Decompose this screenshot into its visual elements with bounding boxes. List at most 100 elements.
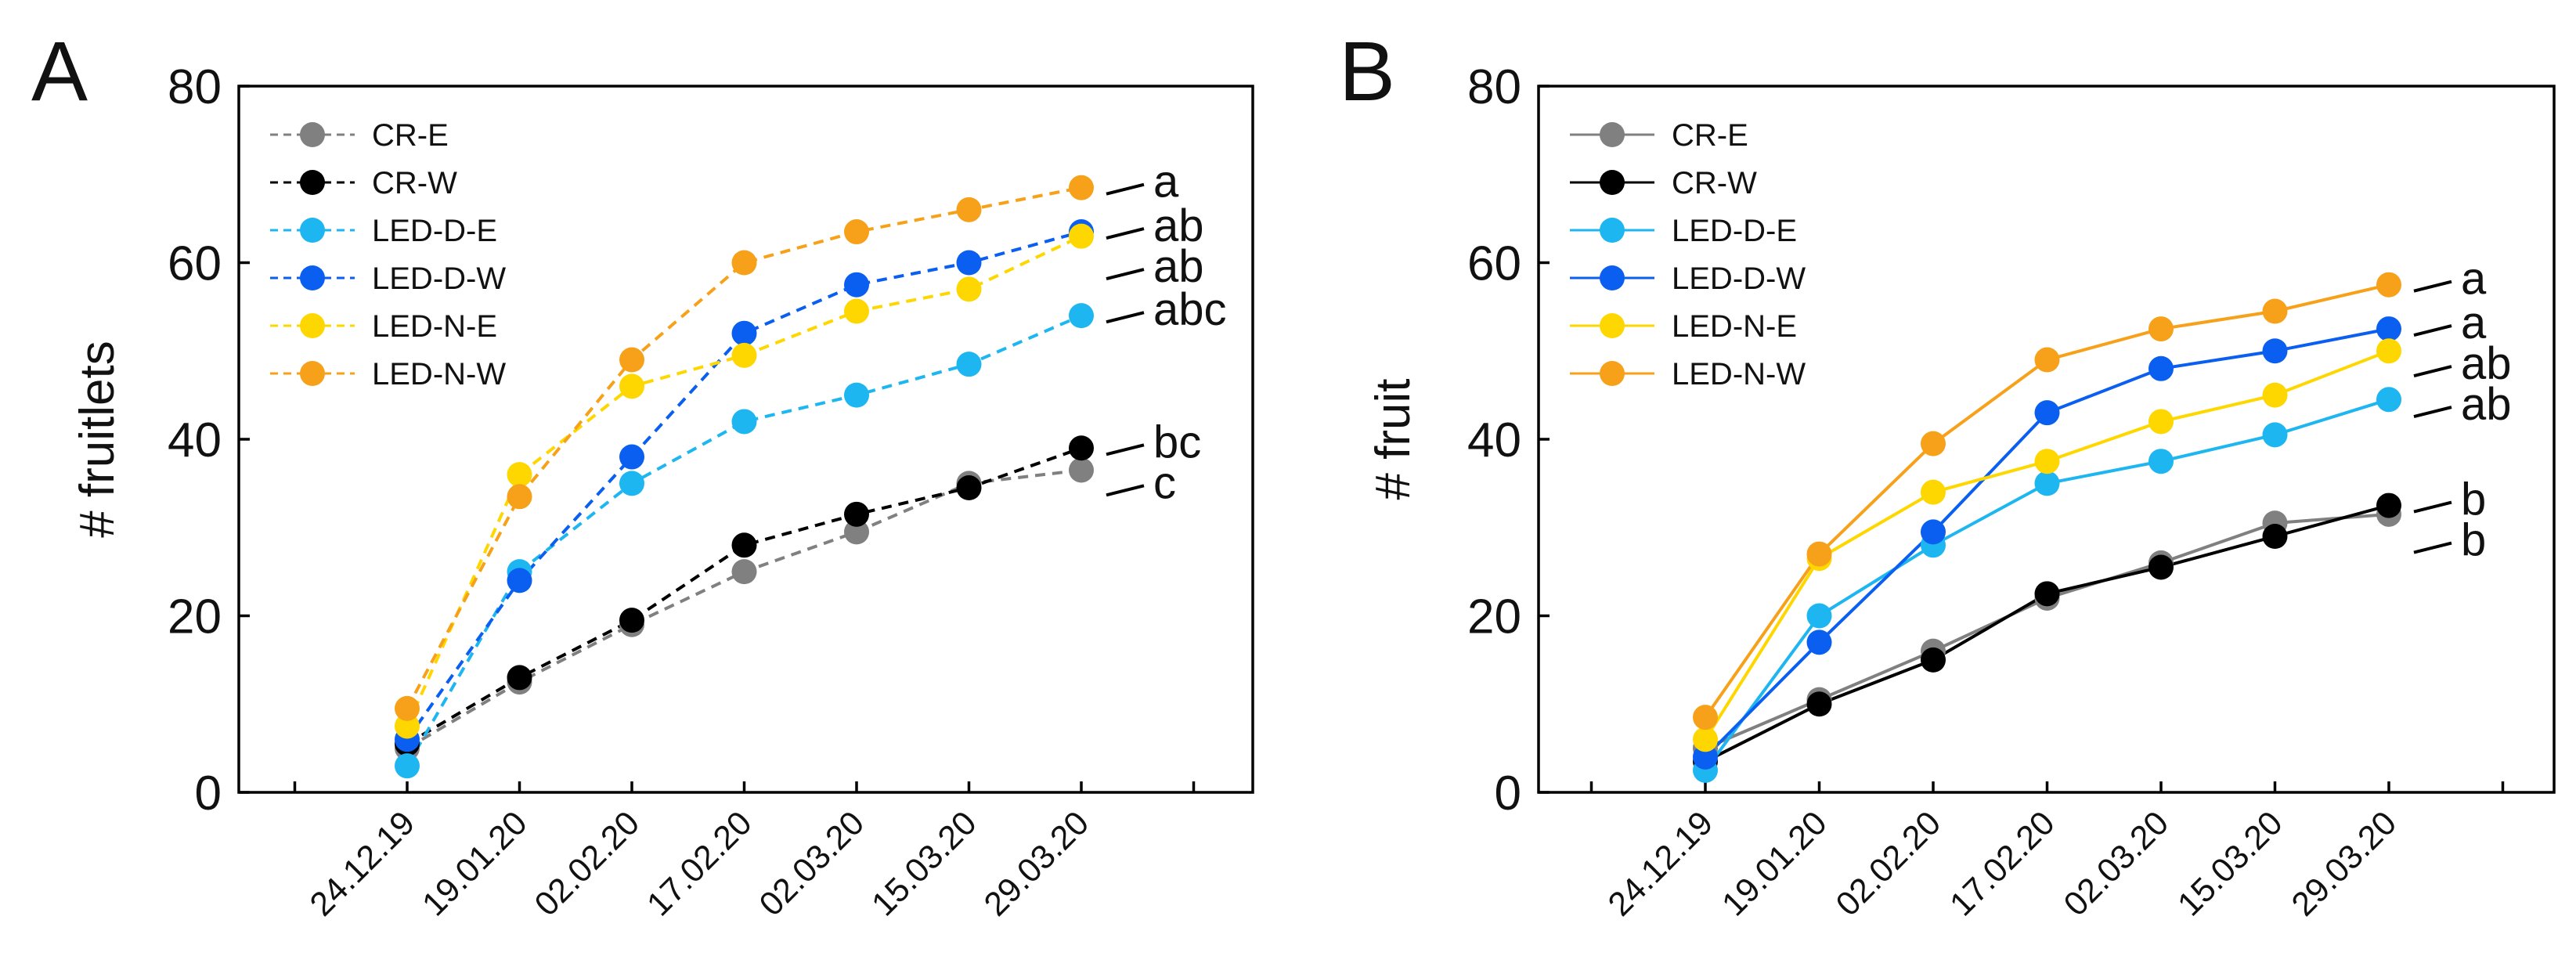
panel-b-legend-marker-led-d-e	[1600, 218, 1625, 243]
panel-a-annotation: c	[1153, 457, 1176, 508]
panel-a-point-led-n-e	[956, 276, 982, 302]
panel-a-point-led-d-e	[395, 753, 420, 779]
panel-b-annotation-leader	[2413, 406, 2452, 419]
panel-a-annotation-leader	[1106, 484, 1145, 497]
panel-a-ytick-label: 40	[168, 413, 222, 467]
panel-a-point-led-n-w	[956, 197, 982, 222]
panel-b-legend-label: CR-E	[1672, 118, 1748, 153]
panel-b-annotation: b	[2461, 474, 2486, 525]
panel-a-annotation-leader	[1106, 311, 1145, 324]
panel-b-point-cr-w	[2034, 581, 2060, 607]
panel-b: B # fruit 0 20 40 60 80 24.12.1919.01.2002.02.2…	[1339, 23, 2556, 923]
panel-a-ytick-label: 60	[168, 237, 222, 291]
panel-b-annotation-leader	[2413, 324, 2452, 337]
panel-b-point-led-n-e	[1693, 727, 1718, 752]
panel-b-point-led-n-e	[2262, 382, 2288, 408]
panel-a-point-led-d-w	[956, 250, 982, 276]
panel-b-point-led-d-w	[2262, 338, 2288, 364]
panel-a-legend-marker-led-d-e	[300, 218, 325, 243]
panel-a-point-led-n-e	[395, 713, 420, 739]
panel-b-point-cr-w	[2376, 492, 2401, 518]
panel-b-xtick-label: 02.03.20	[2057, 804, 2176, 923]
panel-b-point-cr-w	[2148, 554, 2174, 580]
panel-a-xtick-label: 02.03.20	[752, 804, 871, 923]
panel-a-annotation-leader	[1106, 443, 1145, 456]
panel-a-legend-marker-led-d-w	[300, 265, 325, 290]
panel-b-point-cr-w	[1921, 647, 1946, 673]
panel-a-legend-label: CR-W	[372, 166, 457, 200]
panel-a-point-led-d-e	[844, 382, 869, 408]
panel-a-point-led-n-e	[619, 373, 644, 399]
panel-a-point-cr-w	[507, 665, 532, 691]
panel-a-annotation: a	[1153, 157, 1179, 207]
panel-b-annotation: ab	[2461, 338, 2512, 389]
panel-a-point-led-n-w	[395, 695, 420, 721]
panel-a-point-led-d-e	[731, 409, 757, 435]
panel-b-point-led-d-w	[1921, 519, 1946, 545]
panel-b-point-led-d-w	[1693, 744, 1718, 770]
panel-a-ytick-label: 80	[168, 60, 222, 114]
panel-a-legend-label: LED-N-E	[372, 309, 497, 344]
panel-a-ylabel: # fruitlets	[70, 341, 124, 538]
panel-b-point-led-d-e	[2376, 387, 2401, 413]
panel-a-legend-label: LED-D-W	[372, 262, 506, 296]
panel-b-point-led-n-e	[2034, 449, 2060, 474]
panel-b-annotation: a	[2461, 254, 2487, 305]
panel-a-point-led-d-w	[619, 444, 644, 470]
panel-a-annotation-leader	[1106, 182, 1145, 196]
panel-a-ytick-label: 0	[195, 767, 222, 821]
panel-b-xtick-label: 19.01.20	[1715, 804, 1834, 923]
panel-a-point-led-n-w	[1069, 175, 1094, 200]
panel-a-legend-label: CR-E	[372, 118, 449, 153]
panel-a-point-led-n-w	[844, 219, 869, 245]
panel-b-point-led-n-e	[2148, 409, 2174, 435]
panel-a-legend-marker-cr-w	[300, 170, 325, 195]
panel-b-point-led-d-e	[1806, 603, 1832, 629]
panel-b-point-led-n-w	[1806, 541, 1832, 567]
panel-a-annotation: ab	[1153, 200, 1204, 251]
panel-a-legend-marker-cr-e	[300, 122, 325, 147]
panel-a-xtick-label: 17.02.20	[640, 804, 759, 923]
panel-a-annotation-leader	[1106, 227, 1145, 240]
panel-b-annotation: b	[2461, 515, 2486, 566]
panel-b-point-cr-w	[1806, 691, 1832, 717]
panel-a-point-cr-w	[844, 501, 869, 527]
panel-b-xtick-label: 02.02.20	[1829, 804, 1948, 923]
panel-b-ytick-label: 60	[1467, 237, 1521, 291]
panel-a-legend-marker-led-n-e	[300, 313, 325, 338]
panel-b-legend-marker-led-n-w	[1600, 361, 1625, 386]
panel-a-point-cr-w	[731, 532, 757, 558]
panel-a-series-line-cr-e	[406, 468, 1082, 750]
panel-a-point-led-n-w	[507, 484, 532, 510]
panel-b-legend-label: LED-N-E	[1672, 309, 1797, 344]
panel-a-point-led-n-e	[844, 298, 869, 324]
panel-b-legend-marker-cr-w	[1600, 170, 1625, 195]
panel-b-label: B	[1339, 23, 1395, 118]
panel-a-xtick-label: 24.12.19	[303, 804, 422, 923]
panel-b-point-led-d-w	[2148, 355, 2174, 381]
panel-b-legend-marker-cr-e	[1600, 122, 1625, 147]
panel-a-point-led-d-w	[507, 568, 532, 593]
panel-b-annotation-leader	[2413, 280, 2452, 293]
panel-b-legend-label: CR-W	[1672, 166, 1757, 200]
panel-b-point-led-d-e	[2034, 471, 2060, 496]
panel-a-xtick-label: 19.01.20	[415, 804, 534, 923]
panel-b-point-led-n-w	[2148, 316, 2174, 342]
panel-a-xtick-label: 15.03.20	[864, 804, 983, 923]
panel-b-xtick-label: 29.03.20	[2285, 804, 2404, 923]
panel-a-point-cr-e	[731, 559, 757, 585]
panel-b-legend-marker-led-n-e	[1600, 313, 1625, 338]
panel-a-point-led-d-e	[619, 471, 644, 496]
panel-b-annotation: a	[2461, 298, 2487, 348]
panel-b-annotation-leader	[2413, 365, 2452, 378]
panel-a-xtick-label: 29.03.20	[977, 804, 1096, 923]
panel-a: A# fruitlets02040608024.12.1919.01.2002.…	[31, 23, 1254, 923]
panel-a-legend-marker-led-n-w	[300, 361, 325, 386]
panel-b-annotation-leader	[2413, 541, 2452, 554]
panel-b-legend-label: LED-D-W	[1672, 262, 1806, 296]
panel-a-ytick-label: 20	[168, 590, 222, 644]
panel-b-xtick-label: 24.12.19	[1601, 804, 1720, 923]
panel-a-point-cr-w	[956, 475, 982, 501]
panel-b-point-led-d-w	[2034, 400, 2060, 426]
